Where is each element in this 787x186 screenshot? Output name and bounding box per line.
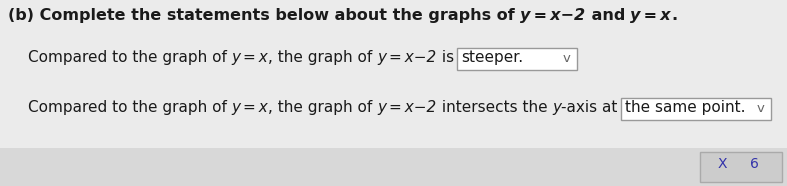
Text: Compared to the graph of: Compared to the graph of [28,50,231,65]
FancyBboxPatch shape [0,148,787,186]
Text: y = x: y = x [630,8,671,23]
Text: y = x−2: y = x−2 [378,50,437,65]
Text: -axis at: -axis at [561,100,623,115]
Text: .: . [671,8,678,23]
Text: 6: 6 [750,157,759,171]
Text: y = x: y = x [231,100,268,115]
Text: and: and [586,8,630,23]
Text: X: X [718,157,727,171]
FancyBboxPatch shape [0,0,787,148]
Text: the same point.: the same point. [625,100,745,115]
Text: , the graph of: , the graph of [268,100,378,115]
Text: v: v [756,102,764,115]
Text: intersects the: intersects the [437,100,552,115]
Text: y: y [552,100,561,115]
Text: y = x: y = x [231,50,268,65]
FancyBboxPatch shape [621,98,770,120]
Text: steeper.: steeper. [461,50,523,65]
Text: Compared to the graph of: Compared to the graph of [28,100,231,115]
Text: y = x−2: y = x−2 [520,8,586,23]
Text: y = x−2: y = x−2 [378,100,437,115]
Text: (b) Complete the statements below about the graphs of: (b) Complete the statements below about … [8,8,520,23]
Text: is: is [437,50,459,65]
Text: , the graph of: , the graph of [268,50,378,65]
FancyBboxPatch shape [700,152,782,182]
Text: v: v [563,52,571,65]
FancyBboxPatch shape [457,48,577,70]
